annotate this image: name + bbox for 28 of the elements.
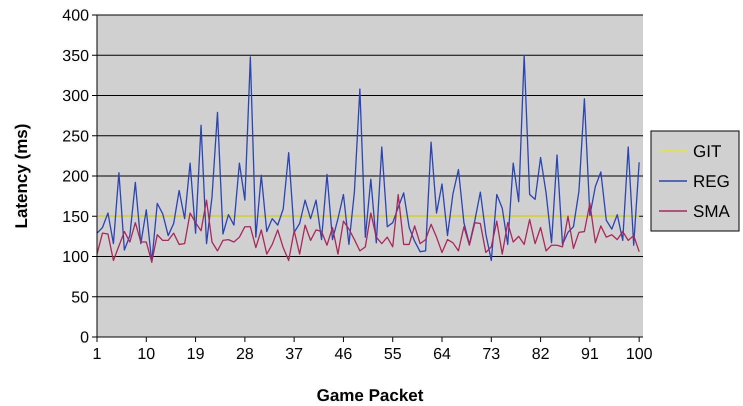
y-tick-label: 150 <box>62 208 90 226</box>
x-tick-label: 46 <box>334 346 352 363</box>
y-tick-label: 50 <box>71 289 90 306</box>
x-tick-label: 64 <box>433 346 452 363</box>
y-tick-label: 300 <box>62 88 90 106</box>
legend-label: REG <box>693 172 730 191</box>
x-tick-label: 37 <box>285 346 304 363</box>
x-tick-label: 1 <box>92 346 102 363</box>
line-series <box>96 54 640 263</box>
x-tick-label: 55 <box>384 346 402 363</box>
legend-label: SMA <box>693 202 730 221</box>
x-tick-label: 91 <box>580 346 599 363</box>
line-series <box>96 194 640 263</box>
y-tick-label: 0 <box>80 330 90 347</box>
y-tick-label: 400 <box>62 8 90 25</box>
y-tick-label: 100 <box>62 249 90 266</box>
x-axis-title: Game Packet <box>316 386 424 405</box>
y-tick-label: 200 <box>62 168 90 186</box>
x-tick-label: 19 <box>186 346 205 363</box>
y-tick-label: 250 <box>62 128 90 146</box>
x-tick-label: 82 <box>532 346 550 363</box>
x-tick-label: 100 <box>626 346 653 363</box>
x-tick-label: 10 <box>137 346 156 363</box>
x-tick-label: 28 <box>236 346 254 363</box>
y-axis-title: Latency (ms) <box>12 124 31 228</box>
legend-label: GIT <box>693 142 722 161</box>
x-tick-label: 73 <box>482 346 500 363</box>
y-tick-label: 350 <box>62 48 90 65</box>
